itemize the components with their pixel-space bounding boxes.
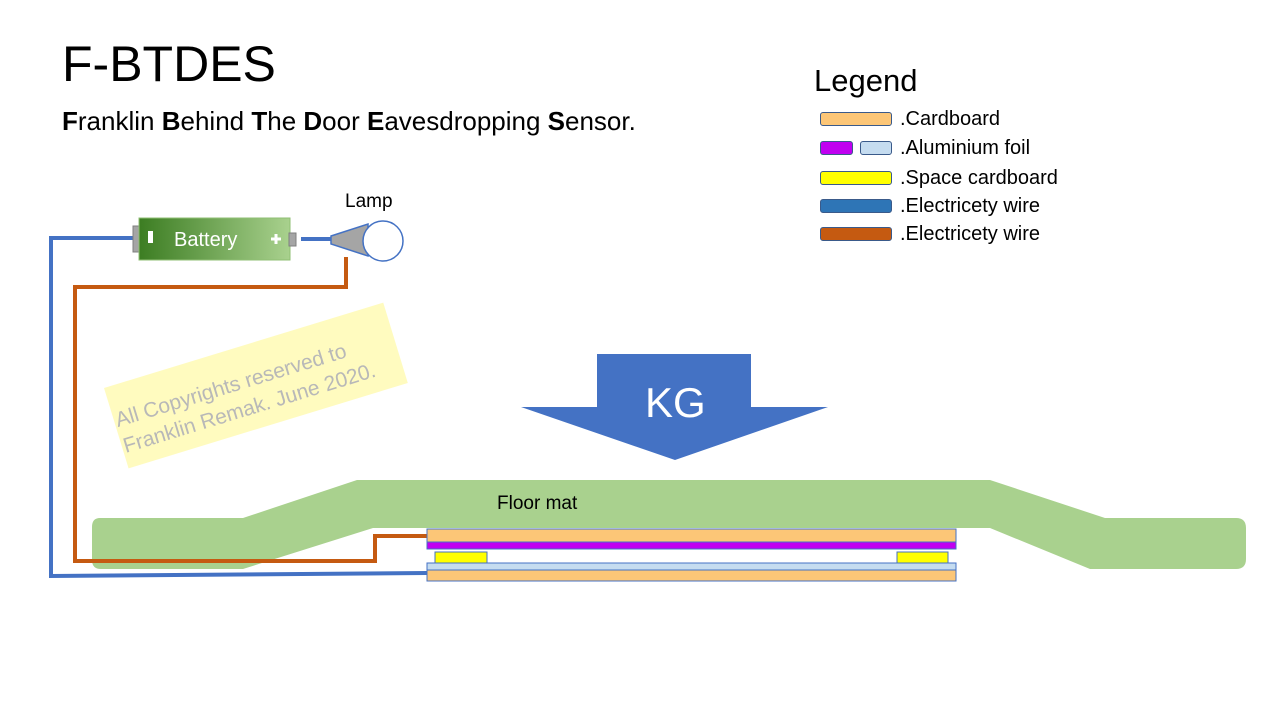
subtitle-word-5: Eavesdropping	[366, 106, 548, 136]
legend-label: .Electricety wire	[900, 223, 1041, 245]
foil-top-swatch	[820, 141, 853, 155]
top-foil-layer	[426, 541, 957, 550]
battery-label: Battery	[174, 229, 238, 251]
legend-label: .Space cardboard	[900, 167, 1058, 189]
sensor-stack	[426, 528, 957, 582]
lamp-label: Lamp	[345, 191, 393, 212]
foil-bottom-swatch	[860, 141, 892, 155]
battery-positive-cap	[288, 232, 297, 247]
blue-wire-swatch	[820, 199, 892, 213]
orange-wire	[73, 257, 427, 563]
top-cardboard-layer	[426, 528, 957, 543]
left-spacer	[434, 551, 488, 564]
subtitle-word-2: Behind	[161, 106, 252, 136]
battery-body	[138, 217, 291, 261]
spacer-swatch	[820, 171, 892, 185]
legend-title: Legend	[814, 63, 918, 98]
weight-arrow	[521, 354, 828, 460]
blue-wire	[49, 236, 428, 579]
battery	[132, 217, 297, 261]
legend-label: .Aluminium foil	[900, 137, 1031, 159]
subtitle-word-1: Franklin	[62, 106, 162, 136]
orange-wire-swatch	[820, 227, 892, 241]
cardboard-swatch	[820, 112, 892, 126]
floor-mat-label: Floor mat	[497, 493, 578, 514]
legend-label: .Cardboard	[900, 108, 1001, 130]
bottom-cardboard-layer	[426, 569, 957, 582]
legend-label: .Electricety wire	[900, 195, 1041, 217]
right-spacer	[896, 551, 949, 564]
bottom-foil-layer	[426, 562, 957, 571]
page-subtitle: Franklin Behind The Door Eavesdropping S…	[62, 104, 636, 138]
subtitle-word-4: Door	[303, 106, 367, 136]
lamp-base	[330, 222, 369, 258]
page-title: F-BTDES	[62, 36, 276, 92]
floor-mat	[92, 480, 1246, 569]
subtitle-word-6: Sensor.	[547, 106, 636, 136]
weight-label: KG	[645, 379, 706, 426]
battery-minus-icon	[148, 231, 153, 243]
lamp-bulb	[362, 220, 404, 262]
battery-plus-icon	[271, 234, 281, 244]
subtitle-word-3: The	[251, 106, 304, 136]
lamp-icon	[330, 220, 404, 262]
